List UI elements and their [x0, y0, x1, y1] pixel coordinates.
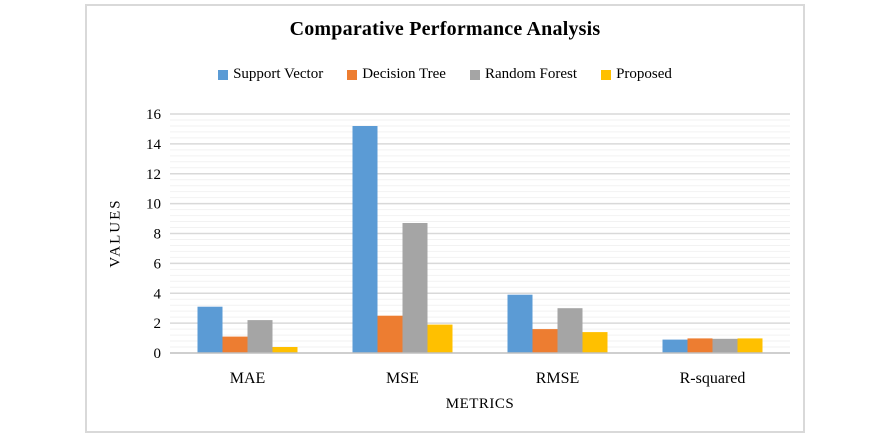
plot-area: MAE MSE RMSE R-squared 0 2 4 6 8 10 12 14 16	[146, 107, 790, 387]
x-category-label: RMSE	[536, 370, 580, 387]
bar-support-vector-mae	[197, 306, 223, 353]
bar-random-forest-mse	[402, 223, 428, 353]
bar-random-forest-r-squared	[712, 338, 738, 353]
chart-title: Comparative Performance Analysis	[289, 18, 601, 40]
legend-marker-icon	[601, 69, 612, 80]
y-tick-label: 12	[146, 167, 161, 183]
y-tick-label: 10	[146, 197, 161, 213]
legend-item-support-vector: Support Vector	[218, 66, 323, 83]
legend-label: Proposed	[616, 66, 672, 82]
legend-label: Support Vector	[233, 66, 324, 82]
legend-item-proposed: Proposed	[601, 66, 672, 83]
legend-marker-icon	[469, 69, 480, 80]
legend-item-decision-tree: Decision Tree	[347, 66, 446, 83]
y-tick-label: 16	[146, 107, 162, 123]
legend-marker-icon	[218, 69, 229, 80]
bar-decision-tree-r-squared	[687, 338, 713, 353]
x-category-label: MSE	[386, 370, 419, 387]
y-tick-label: 8	[154, 227, 162, 243]
bar-random-forest-mae	[247, 320, 273, 353]
y-tick-label: 2	[154, 316, 162, 332]
bar-decision-tree-rmse	[532, 329, 558, 353]
legend-marker-icon	[347, 69, 358, 80]
bar-random-forest-rmse	[557, 308, 583, 353]
legend-item-random-forest: Random Forest	[469, 66, 578, 83]
x-category-label: MAE	[230, 370, 266, 387]
y-tick-label: 14	[146, 137, 162, 153]
bar-support-vector-rmse	[507, 294, 533, 353]
legend-label: Decision Tree	[362, 66, 446, 82]
y-tick-label: 0	[154, 346, 162, 362]
bar-proposed-rmse	[582, 332, 608, 353]
bar-decision-tree-mse	[377, 315, 403, 353]
bar-decision-tree-mae	[222, 336, 248, 353]
y-tick-label: 4	[154, 286, 162, 302]
bar-support-vector-r-squared	[662, 339, 688, 353]
x-axis-title: METRICS	[445, 396, 515, 412]
bar-proposed-mse	[427, 324, 453, 353]
bar-proposed-mae	[272, 347, 298, 353]
bar-support-vector-mse	[352, 126, 378, 353]
legend: Support Vector Decision Tree Random Forest…	[87, 66, 803, 83]
chart-frame: Comparative Performance Analysis Support…	[85, 4, 805, 433]
y-tick-label: 6	[154, 256, 162, 272]
chart-inner: Comparative Performance Analysis Support…	[87, 6, 803, 431]
bar-proposed-r-squared	[737, 338, 763, 353]
legend-label: Random Forest	[484, 66, 578, 82]
x-category-label: R-squared	[680, 370, 746, 387]
